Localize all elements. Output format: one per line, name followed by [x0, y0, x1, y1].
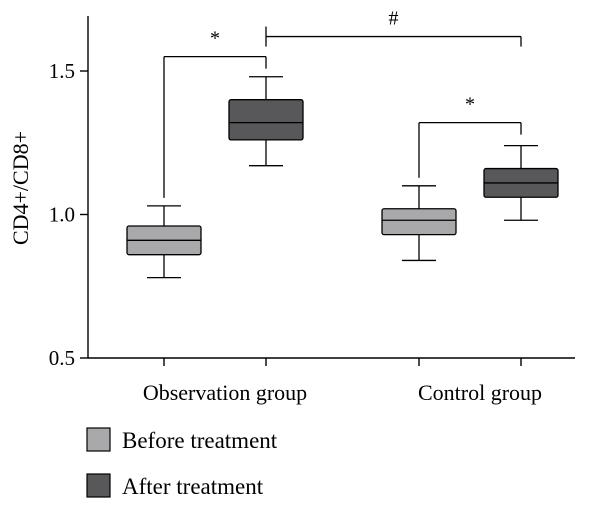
legend-swatch [86, 473, 111, 498]
legend-item: After treatment [86, 473, 264, 499]
box-before-1 [381, 185, 457, 262]
box-after-1 [483, 144, 559, 221]
x-category-label: Control group [418, 380, 542, 405]
y-tick-label: 0.5 [49, 346, 75, 370]
significance-bracket: * [418, 94, 522, 178]
y-tick-label: 1.5 [49, 59, 75, 83]
axes [87, 16, 575, 366]
box-iqr [381, 208, 457, 236]
boxes [126, 76, 559, 279]
legend: Before treatment After treatment [86, 427, 278, 499]
significance-label: # [389, 8, 399, 30]
significance-annotations: * # * [163, 8, 522, 198]
y-axis-title: CD4+/CD8+ [8, 131, 33, 245]
significance-label: * [210, 28, 220, 50]
legend-label: After treatment [122, 474, 264, 499]
box-before-0 [126, 205, 202, 279]
y-axis-ticks: 0.5 1.0 1.5 [49, 59, 88, 370]
legend-swatch [86, 427, 111, 452]
x-category-label: Observation group [143, 380, 307, 405]
legend-item: Before treatment [86, 427, 278, 453]
box-iqr [228, 99, 304, 141]
box-after-0 [228, 76, 304, 167]
y-tick-label: 1.0 [49, 203, 75, 227]
x-axis-labels: Observation group Control group [143, 380, 542, 405]
significance-bracket: * [163, 28, 267, 198]
legend-label: Before treatment [122, 428, 278, 453]
significance-bracket: # [265, 8, 522, 47]
significance-label: * [465, 94, 475, 116]
